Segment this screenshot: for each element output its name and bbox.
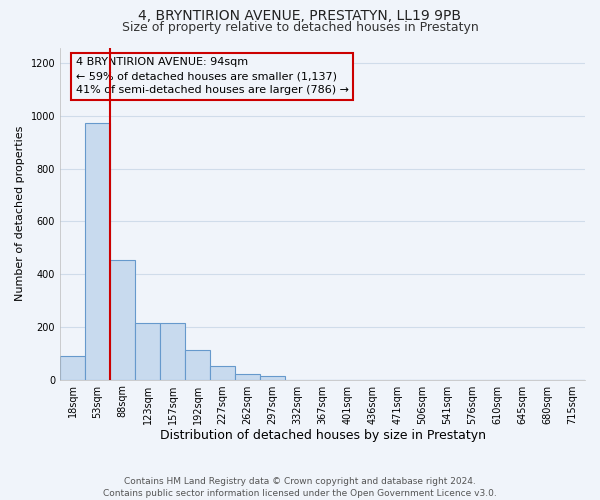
Bar <box>60 356 85 380</box>
Bar <box>160 323 185 380</box>
Bar <box>260 376 285 380</box>
Text: 4, BRYNTIRION AVENUE, PRESTATYN, LL19 9PB: 4, BRYNTIRION AVENUE, PRESTATYN, LL19 9P… <box>139 9 461 23</box>
Bar <box>85 122 110 380</box>
Text: 4 BRYNTIRION AVENUE: 94sqm
← 59% of detached houses are smaller (1,137)
41% of s: 4 BRYNTIRION AVENUE: 94sqm ← 59% of deta… <box>76 58 349 96</box>
X-axis label: Distribution of detached houses by size in Prestatyn: Distribution of detached houses by size … <box>160 430 485 442</box>
Bar <box>185 350 210 380</box>
Text: Contains HM Land Registry data © Crown copyright and database right 2024.
Contai: Contains HM Land Registry data © Crown c… <box>103 476 497 498</box>
Bar <box>110 260 135 380</box>
Bar <box>135 323 160 380</box>
Bar <box>235 374 260 380</box>
Bar <box>210 366 235 380</box>
Text: Size of property relative to detached houses in Prestatyn: Size of property relative to detached ho… <box>122 21 478 34</box>
Y-axis label: Number of detached properties: Number of detached properties <box>15 126 25 301</box>
